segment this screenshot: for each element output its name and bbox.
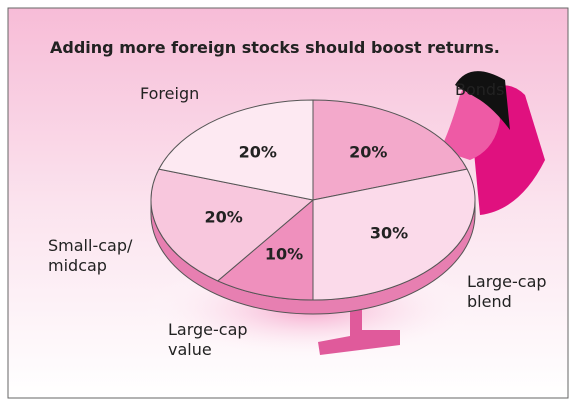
value-label: 10% — [265, 245, 303, 264]
pie-slice — [158, 99, 314, 201]
pie-slice — [216, 198, 314, 301]
chart-title: Adding more foreign stocks should boost … — [50, 38, 500, 57]
table-stand — [318, 300, 400, 355]
value-label: 20% — [204, 207, 242, 226]
category-label: Bonds — [455, 80, 505, 99]
category-label: Foreign — [140, 84, 200, 103]
category-label: Small-cap/ midcap — [48, 236, 133, 275]
category-label: Large-cap blend — [467, 272, 547, 311]
category-label: Large-cap value — [168, 320, 248, 359]
person-hair — [455, 71, 510, 130]
pie-slice — [312, 99, 468, 201]
value-label: 30% — [370, 224, 408, 243]
value-label: 20% — [239, 143, 277, 162]
value-label: 20% — [349, 143, 387, 162]
pie-slice — [150, 168, 315, 282]
pie-slice — [312, 168, 476, 301]
